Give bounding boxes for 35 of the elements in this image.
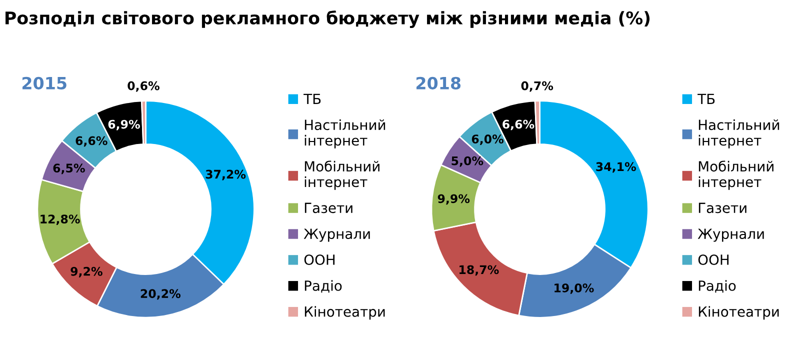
data-label: 6,9% xyxy=(108,120,140,130)
legend-label: ТБ xyxy=(304,94,321,104)
data-label: 37,2% xyxy=(206,170,246,180)
data-label: 6,0% xyxy=(472,134,504,145)
data-label: 34,1% xyxy=(596,162,636,173)
chart-title: Розподіл світового рекламного бюджету між різними медіа (%) xyxy=(6,10,650,28)
legend-label: Журнали xyxy=(304,228,370,242)
chart-subtitle: 2018 xyxy=(416,76,461,90)
legend-label: Настільний інтернет xyxy=(698,119,780,148)
data-label: 6,5% xyxy=(53,164,85,174)
data-label: 18,7% xyxy=(460,265,499,276)
data-label: 5,0% xyxy=(452,156,484,167)
legend-label: Мобільний інтернет xyxy=(304,160,380,190)
legend-label: Радіо xyxy=(304,280,342,293)
legend-label: Настільний інтернет xyxy=(304,119,386,148)
legend-label: Радіо xyxy=(698,280,736,293)
data-label: 9,9% xyxy=(438,194,470,205)
legend-label: ТБ xyxy=(698,94,715,104)
legend-label: Кінотеатри xyxy=(698,306,779,320)
data-label: 20,2% xyxy=(140,289,181,300)
data-label: 12,8% xyxy=(40,214,80,226)
data-label: 19,0% xyxy=(554,283,594,294)
data-label: 0,7% xyxy=(521,81,554,92)
legend-label: Журнали xyxy=(698,228,764,242)
legend-label: Мобільний інтернет xyxy=(698,160,774,190)
data-label: 9,2% xyxy=(70,266,102,278)
data-label: 6,6% xyxy=(76,136,108,147)
legend-label: Кінотеатри xyxy=(304,306,385,320)
chart-subtitle: 2015 xyxy=(22,76,66,90)
data-label: 0,6% xyxy=(128,81,160,92)
legend-label: ООН xyxy=(698,254,729,265)
legend-label: Газети xyxy=(698,202,746,214)
data-label: 6,6% xyxy=(502,120,534,130)
legend-label: ООН xyxy=(304,254,335,265)
legend-label: Газети xyxy=(304,202,352,214)
